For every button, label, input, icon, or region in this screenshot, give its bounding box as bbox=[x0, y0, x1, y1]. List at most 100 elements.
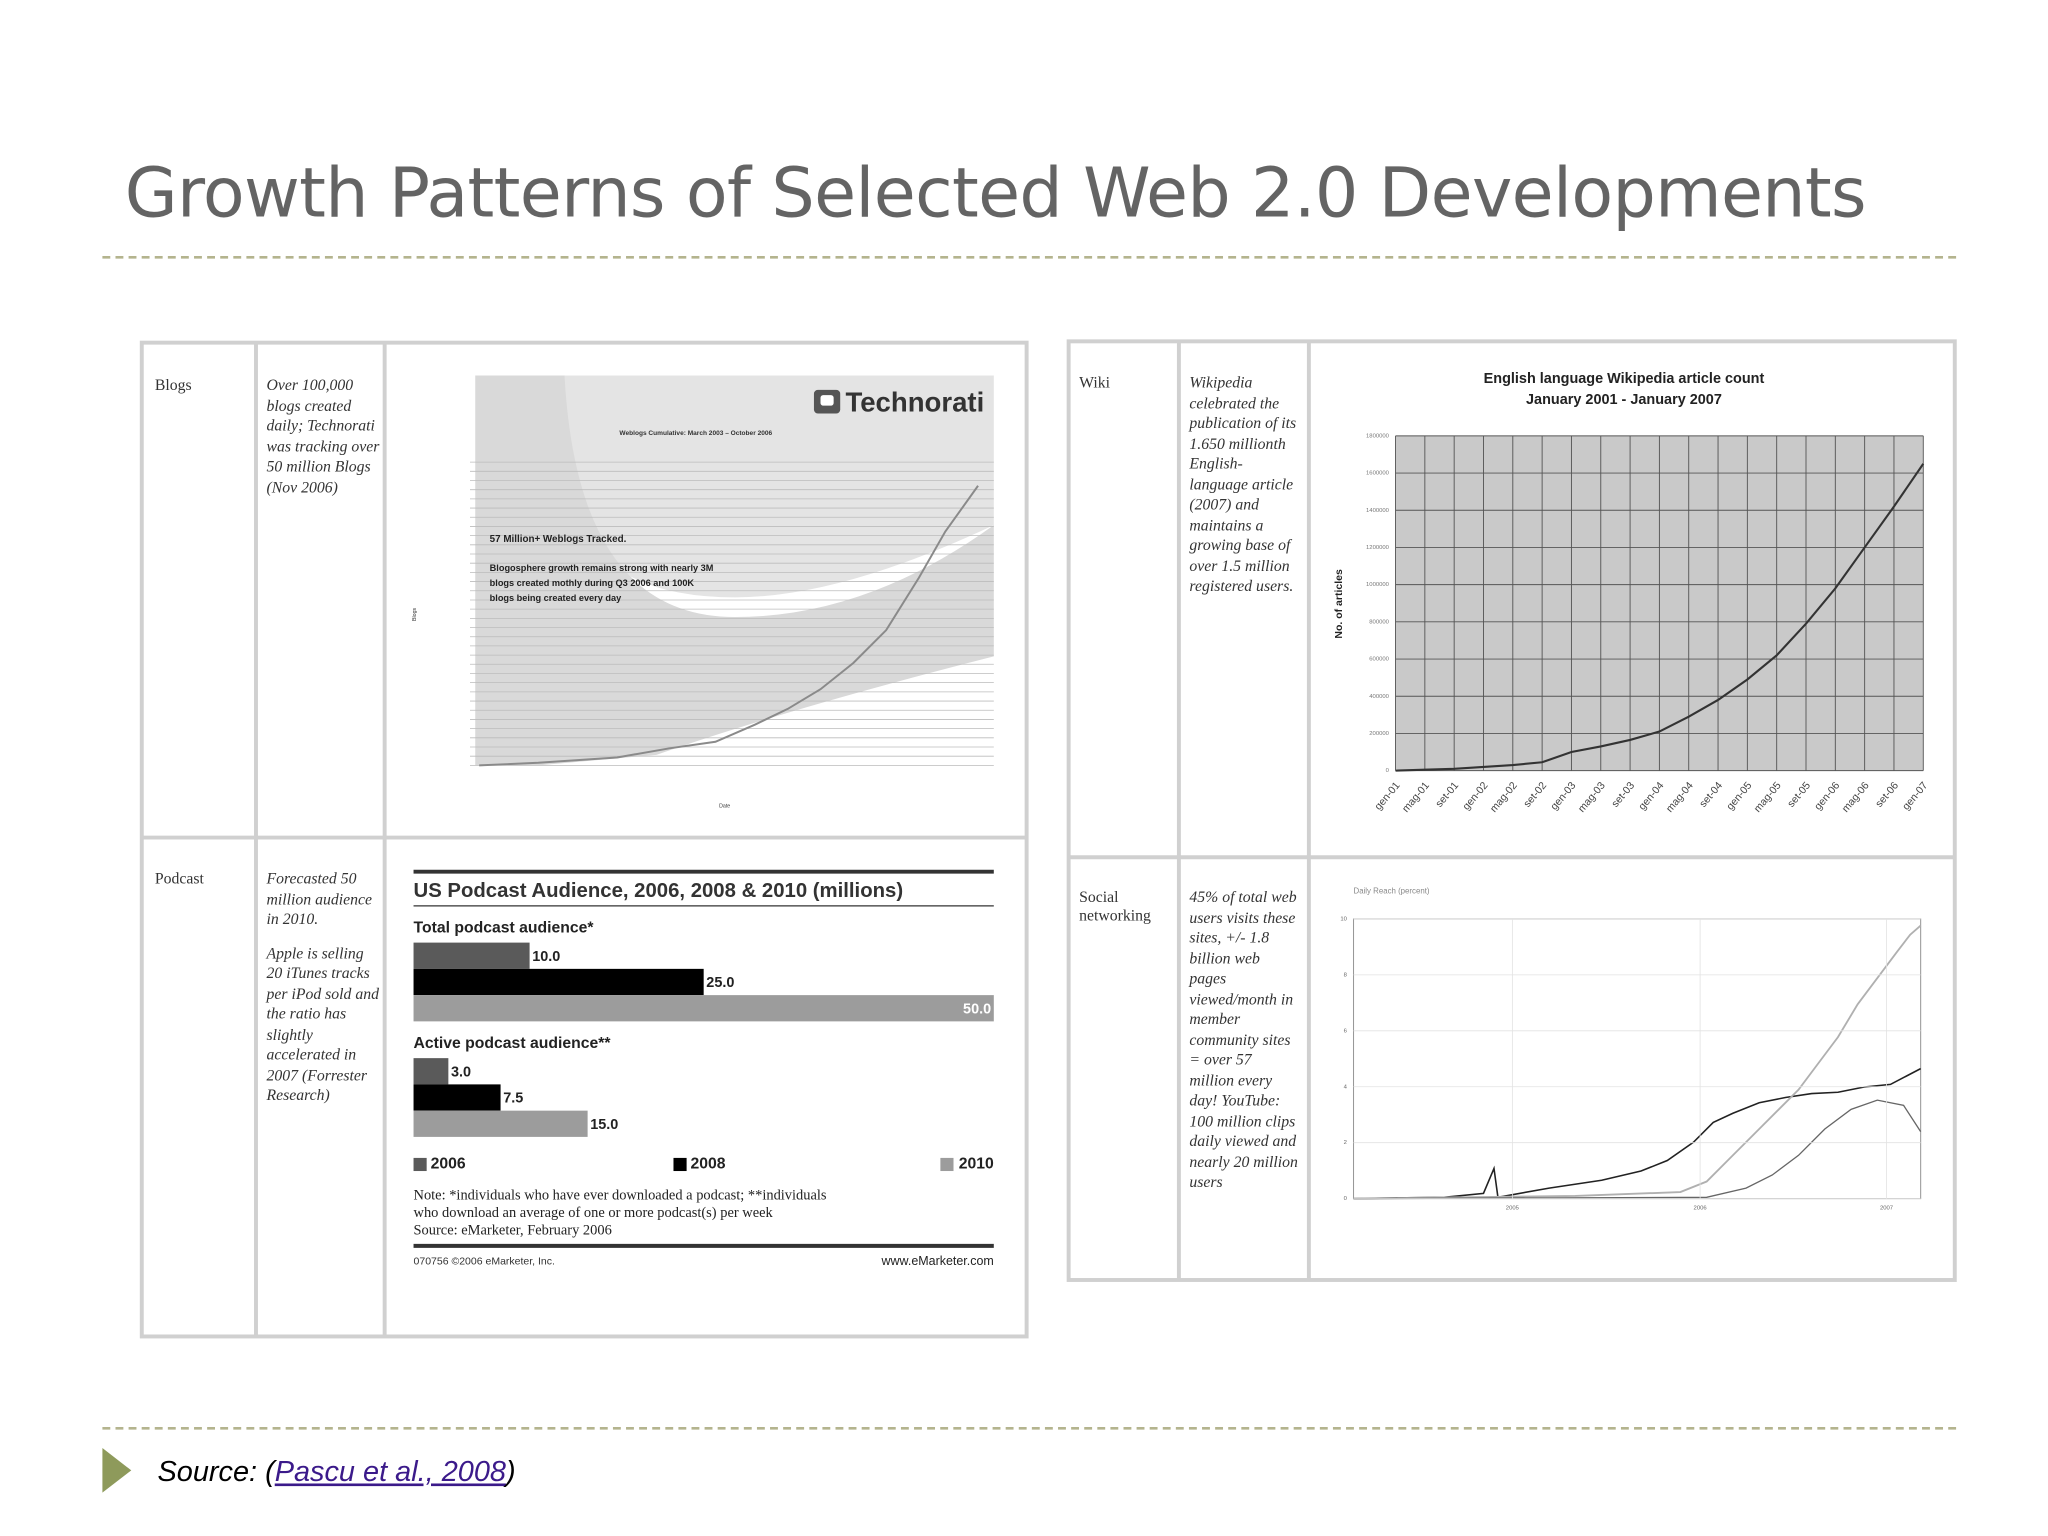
paragraph: Wikipedia celebrated the publication of … bbox=[1189, 372, 1297, 595]
x-tick-label: mag-04 bbox=[1664, 780, 1696, 815]
source-note: Source: (Pascu et al., 2008) bbox=[158, 1455, 516, 1489]
value-label: 7.5 bbox=[503, 1091, 523, 1107]
legend-label: 2008 bbox=[691, 1156, 726, 1173]
y-tick-label: 0 bbox=[1344, 1196, 1348, 1202]
bar bbox=[413, 942, 530, 969]
row-description: Wikipedia celebrated the publication of … bbox=[1189, 373, 1299, 610]
annotation: Blogosphere growth remains strong with n… bbox=[490, 563, 714, 573]
bar bbox=[413, 1084, 501, 1111]
paragraph: Apple is selling 20 iTunes tracks per iP… bbox=[266, 943, 379, 1105]
x-tick-label: gen-01 bbox=[1372, 780, 1402, 813]
chart-subtitle: Weblogs Cumulative: March 2003 – October… bbox=[619, 430, 772, 437]
slide-title: Growth Patterns of Selected Web 2.0 Deve… bbox=[124, 154, 1867, 234]
y-tick-label: 1200000 bbox=[1366, 545, 1390, 551]
x-tick-label: mag-02 bbox=[1488, 780, 1520, 815]
paragraph: Forecasted 50 million audience in 2010. bbox=[266, 869, 372, 929]
row-description: Forecasted 50 million audience in 2010. A… bbox=[267, 869, 380, 1119]
chart-title: Daily Reach (percent) bbox=[1354, 886, 1430, 895]
y-axis-label: Blogs bbox=[412, 607, 418, 621]
x-tick-label: 2005 bbox=[1506, 1205, 1520, 1211]
note: Note: *individuals who have ever downloa… bbox=[414, 1187, 827, 1203]
bullet-arrow bbox=[102, 1448, 132, 1493]
y-tick-label: 10 bbox=[1340, 917, 1347, 923]
bar bbox=[413, 995, 994, 1022]
y-axis-label: No. of articles bbox=[1333, 569, 1345, 639]
source-link[interactable]: Pascu et al., 2008 bbox=[274, 1454, 506, 1488]
note: Source: eMarketer, February 2006 bbox=[414, 1223, 612, 1239]
x-tick-label: gen-06 bbox=[1812, 780, 1842, 813]
chart-subtitle: January 2001 - January 2007 bbox=[1526, 392, 1722, 408]
category-label: Total podcast audience* bbox=[414, 919, 595, 936]
y-tick-label: 200000 bbox=[1369, 731, 1389, 737]
chart-title: English language Wikipedia article count bbox=[1484, 371, 1765, 387]
x-tick-label: set-05 bbox=[1785, 780, 1813, 810]
x-tick-label: 2007 bbox=[1880, 1205, 1893, 1211]
y-tick-label: 1800000 bbox=[1366, 433, 1390, 439]
value-label: 10.0 bbox=[532, 949, 560, 965]
headline: 57 Million+ Weblogs Tracked. bbox=[490, 534, 627, 545]
x-tick-label: gen-03 bbox=[1548, 780, 1578, 813]
y-tick-label: 2 bbox=[1344, 1140, 1347, 1146]
divider bbox=[102, 255, 1957, 259]
y-tick-label: 0 bbox=[1386, 768, 1390, 774]
source-prefix: Source: ( bbox=[157, 1454, 275, 1488]
x-tick-label: mag-03 bbox=[1576, 780, 1608, 815]
social-chart bbox=[1352, 918, 1922, 1200]
y-tick-label: 400000 bbox=[1369, 694, 1389, 700]
x-tick-label: gen-02 bbox=[1460, 780, 1490, 813]
value-label: 25.0 bbox=[706, 975, 734, 991]
legend-swatch bbox=[673, 1157, 687, 1172]
footer-right: www.eMarketer.com bbox=[881, 1254, 994, 1268]
bar bbox=[413, 968, 704, 996]
row-description: 45% of total web users visits these site… bbox=[1189, 887, 1299, 1205]
value-label: 15.0 bbox=[590, 1117, 618, 1133]
y-tick-label: 1400000 bbox=[1366, 508, 1390, 514]
x-axis-label: Date bbox=[719, 803, 730, 809]
legend-label: 2006 bbox=[431, 1156, 466, 1173]
bar bbox=[413, 1110, 588, 1137]
legend-swatch bbox=[413, 1157, 427, 1172]
x-tick-label: gen-07 bbox=[1900, 780, 1930, 813]
x-tick-label: set-02 bbox=[1521, 780, 1549, 810]
x-tick-label: set-06 bbox=[1873, 780, 1901, 810]
value-label: 50.0 bbox=[963, 1001, 991, 1017]
source-suffix: ) bbox=[505, 1454, 516, 1488]
row-label: Blogs bbox=[154, 375, 192, 394]
table-grid bbox=[139, 339, 1957, 1339]
x-tick-label: set-01 bbox=[1433, 780, 1461, 810]
footer-left: 070756 ©2006 eMarketer, Inc. bbox=[414, 1255, 555, 1267]
x-tick-label: mag-01 bbox=[1400, 780, 1432, 815]
y-tick-label: 8 bbox=[1344, 972, 1348, 978]
value-label: 3.0 bbox=[451, 1064, 471, 1080]
y-tick-label: 6 bbox=[1344, 1028, 1348, 1034]
row-label: Social networking bbox=[1079, 887, 1151, 925]
y-tick-label: 1600000 bbox=[1366, 471, 1390, 477]
x-tick-label: mag-06 bbox=[1840, 780, 1872, 815]
chart-title: US Podcast Audience, 2006, 2008 & 2010 (… bbox=[414, 880, 904, 902]
x-tick-label: gen-05 bbox=[1724, 780, 1754, 813]
x-tick-label: mag-05 bbox=[1752, 780, 1784, 815]
row-label: Podcast bbox=[154, 869, 204, 888]
x-tick-label: 2006 bbox=[1694, 1205, 1708, 1211]
annotation: blogs created mothly during Q3 2006 and … bbox=[490, 578, 695, 588]
row-description: Over 100,000 blogs created daily; Techno… bbox=[267, 375, 380, 510]
y-tick-label: 4 bbox=[1344, 1084, 1348, 1090]
legend-label: 2010 bbox=[959, 1156, 994, 1173]
x-tick-label: set-04 bbox=[1697, 780, 1725, 810]
row-label: Wiki bbox=[1079, 372, 1111, 392]
legend-swatch bbox=[940, 1157, 954, 1172]
y-tick-label: 800000 bbox=[1369, 619, 1389, 625]
category-label: Active podcast audience** bbox=[414, 1035, 612, 1052]
bar bbox=[413, 1058, 449, 1085]
y-tick-label: 600000 bbox=[1369, 657, 1389, 663]
paragraph: Over 100,000 blogs created daily; Techno… bbox=[266, 375, 380, 496]
line-series bbox=[1395, 463, 1925, 772]
x-tick-label: gen-04 bbox=[1636, 780, 1666, 813]
divider bbox=[102, 1427, 1957, 1430]
note: who download an average of one or more p… bbox=[414, 1205, 774, 1221]
logo: Technorati bbox=[845, 387, 984, 418]
y-tick-label: 1000000 bbox=[1366, 582, 1390, 588]
x-tick-label: set-03 bbox=[1609, 780, 1637, 810]
